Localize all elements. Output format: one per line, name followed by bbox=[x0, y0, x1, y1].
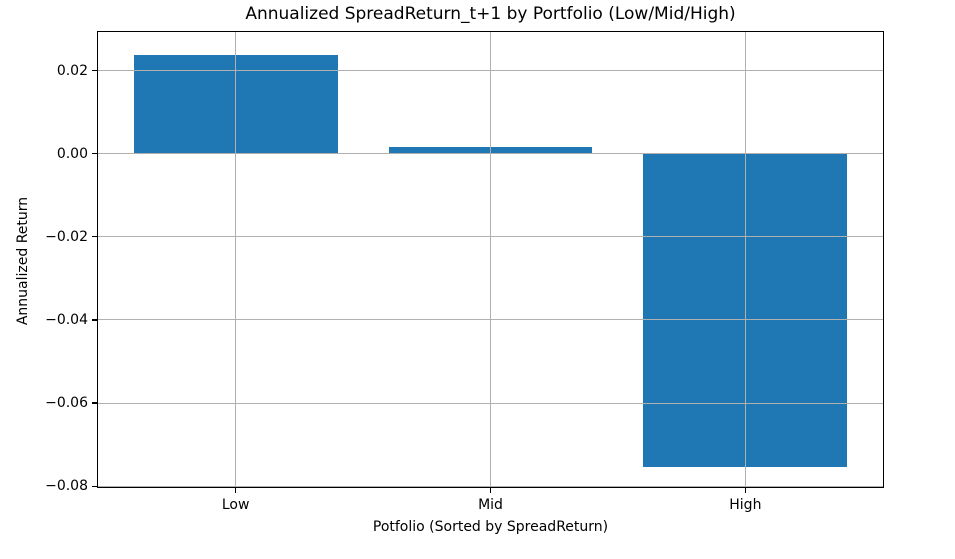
gridline-x bbox=[235, 32, 237, 487]
x-tick bbox=[489, 488, 492, 493]
y-tick bbox=[92, 236, 97, 238]
y-tick-label: 0.02 bbox=[56, 62, 88, 79]
y-tick-label: 0.00 bbox=[56, 145, 88, 162]
chart-title: Annualized SpreadReturn_t+1 by Portfolio… bbox=[245, 4, 736, 24]
x-tick-label: High bbox=[729, 497, 762, 513]
x-tick-label: Mid bbox=[478, 497, 503, 513]
y-tick-label: −0.06 bbox=[45, 395, 88, 412]
x-tick bbox=[744, 488, 746, 493]
gridline-x bbox=[744, 32, 746, 487]
y-tick bbox=[92, 153, 97, 155]
x-axis-label: Potfolio (Sorted by SpreadReturn) bbox=[372, 519, 609, 535]
y-tick-label: −0.04 bbox=[45, 311, 88, 328]
gridline-x bbox=[490, 32, 491, 487]
plot-area bbox=[97, 31, 884, 488]
y-axis-label: Annualized Return bbox=[15, 196, 31, 326]
y-tick-label: −0.08 bbox=[45, 478, 88, 495]
y-tick bbox=[92, 402, 97, 404]
x-tick bbox=[235, 488, 237, 493]
y-tick-label: −0.02 bbox=[45, 228, 88, 245]
y-tick bbox=[92, 485, 97, 487]
y-tick bbox=[92, 319, 97, 321]
y-tick bbox=[92, 70, 97, 72]
x-tick-label: Low bbox=[221, 497, 250, 513]
